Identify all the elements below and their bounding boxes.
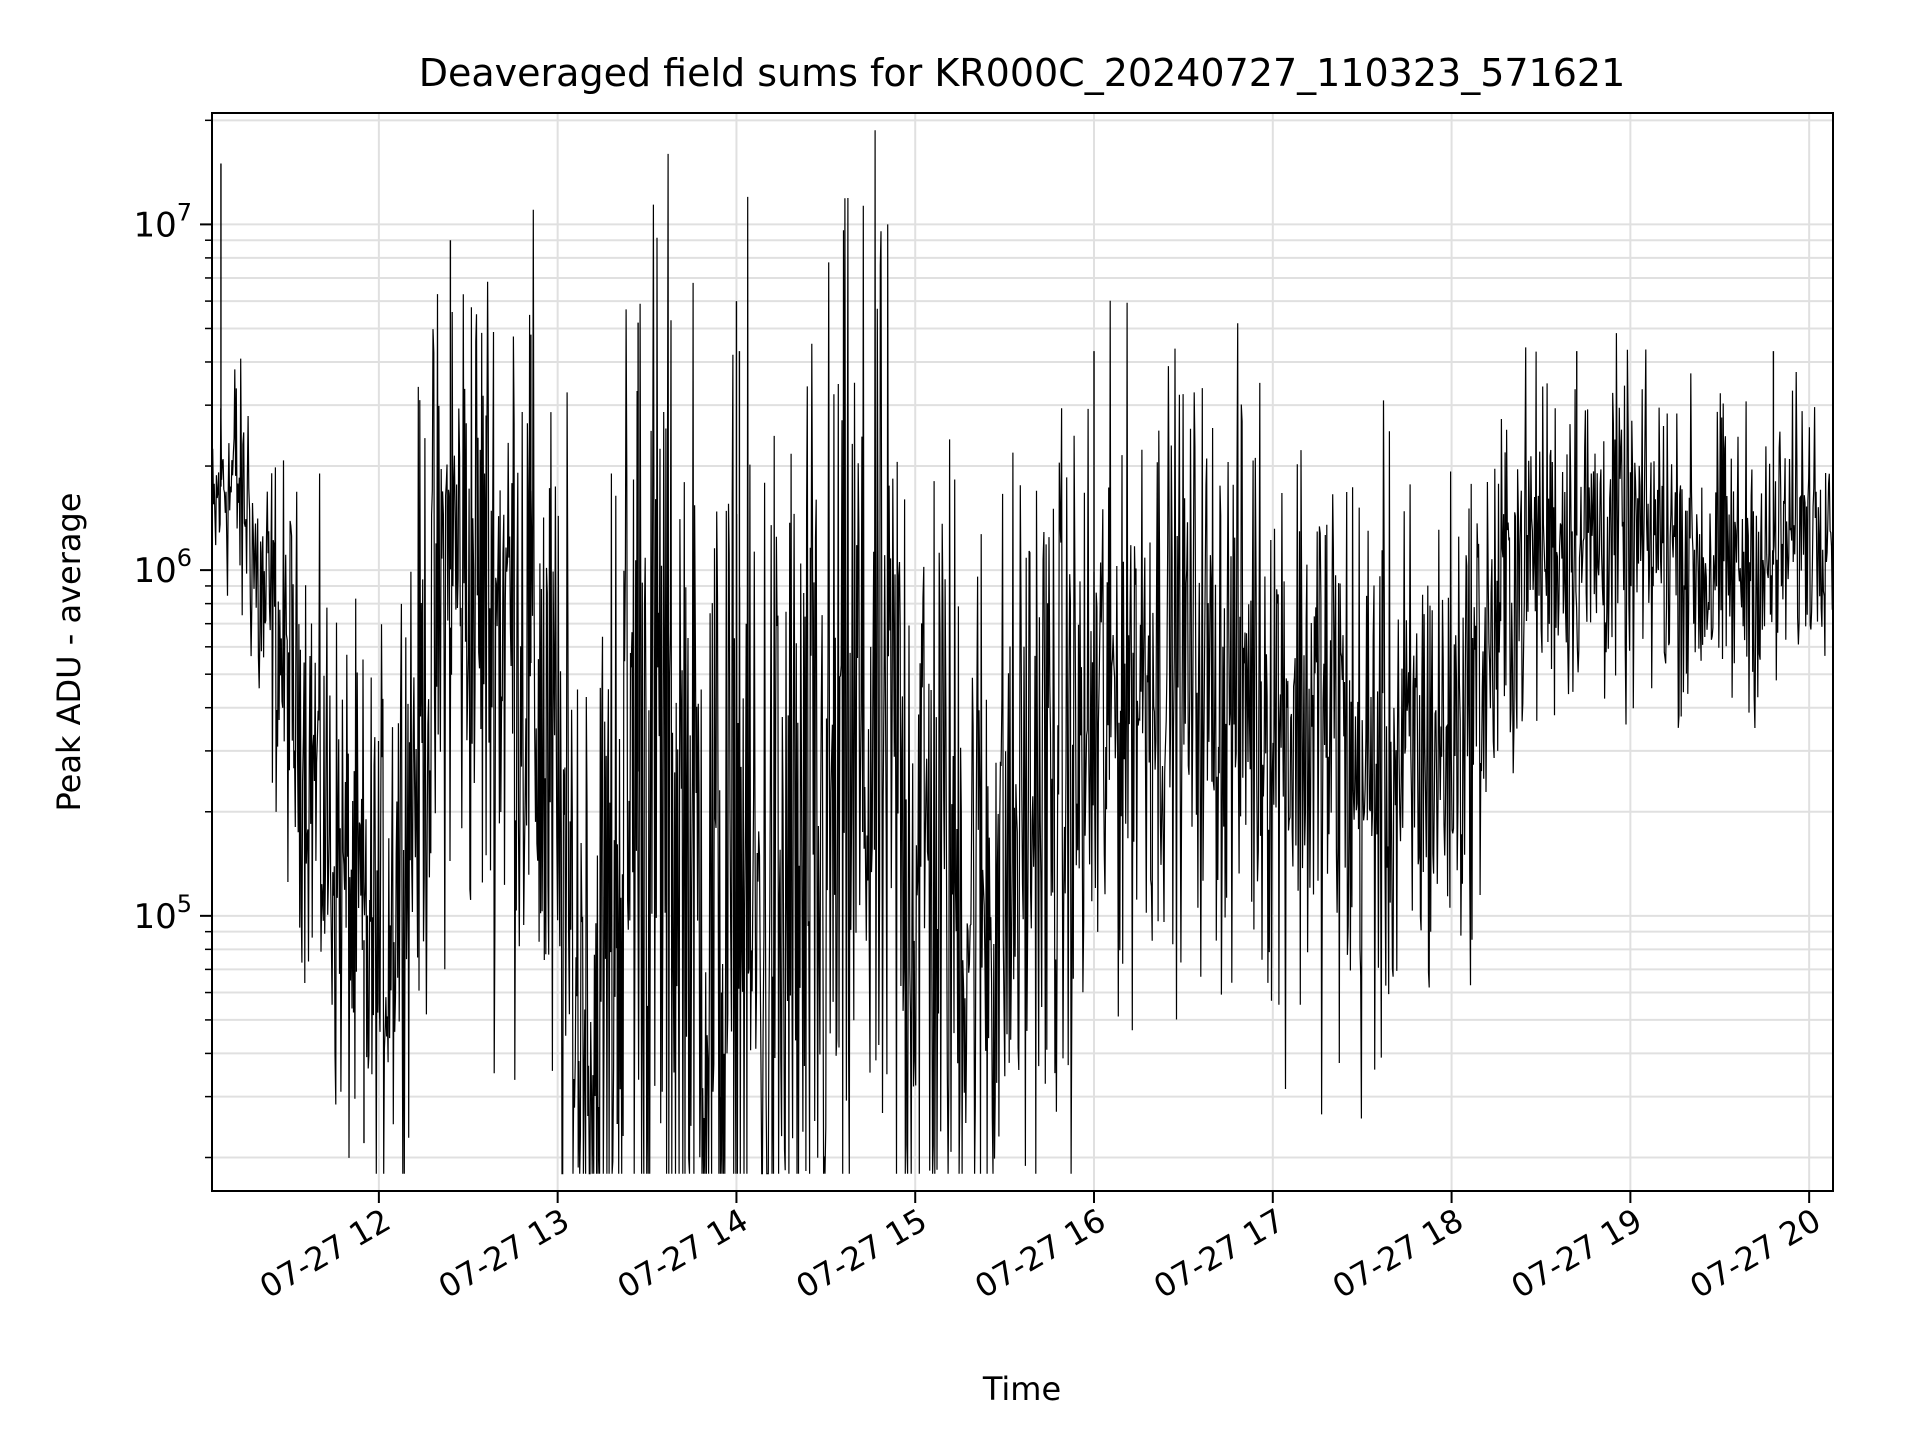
chart-title: Deaveraged field sums for KR000C_2024072… bbox=[419, 51, 1626, 95]
y-tick-base: 10 bbox=[133, 897, 176, 937]
y-tick-base: 10 bbox=[133, 205, 176, 245]
y-tick-exponent: 6 bbox=[177, 544, 192, 572]
y-tick-label: 106 bbox=[133, 544, 192, 591]
y-tick-base: 10 bbox=[133, 551, 176, 591]
grid bbox=[212, 113, 1833, 1191]
plot-frame bbox=[211, 112, 1834, 1192]
y-tick-label: 107 bbox=[133, 198, 192, 245]
y-tick-label: 105 bbox=[133, 890, 192, 937]
series-line bbox=[211, 130, 1834, 1175]
series-layer bbox=[211, 130, 1834, 1175]
y-tick-exponent: 7 bbox=[177, 198, 192, 226]
x-axis-label: Time bbox=[982, 1370, 1061, 1408]
y-axis-label: Peak ADU - average bbox=[50, 493, 88, 812]
y-tick-exponent: 5 bbox=[177, 890, 192, 918]
